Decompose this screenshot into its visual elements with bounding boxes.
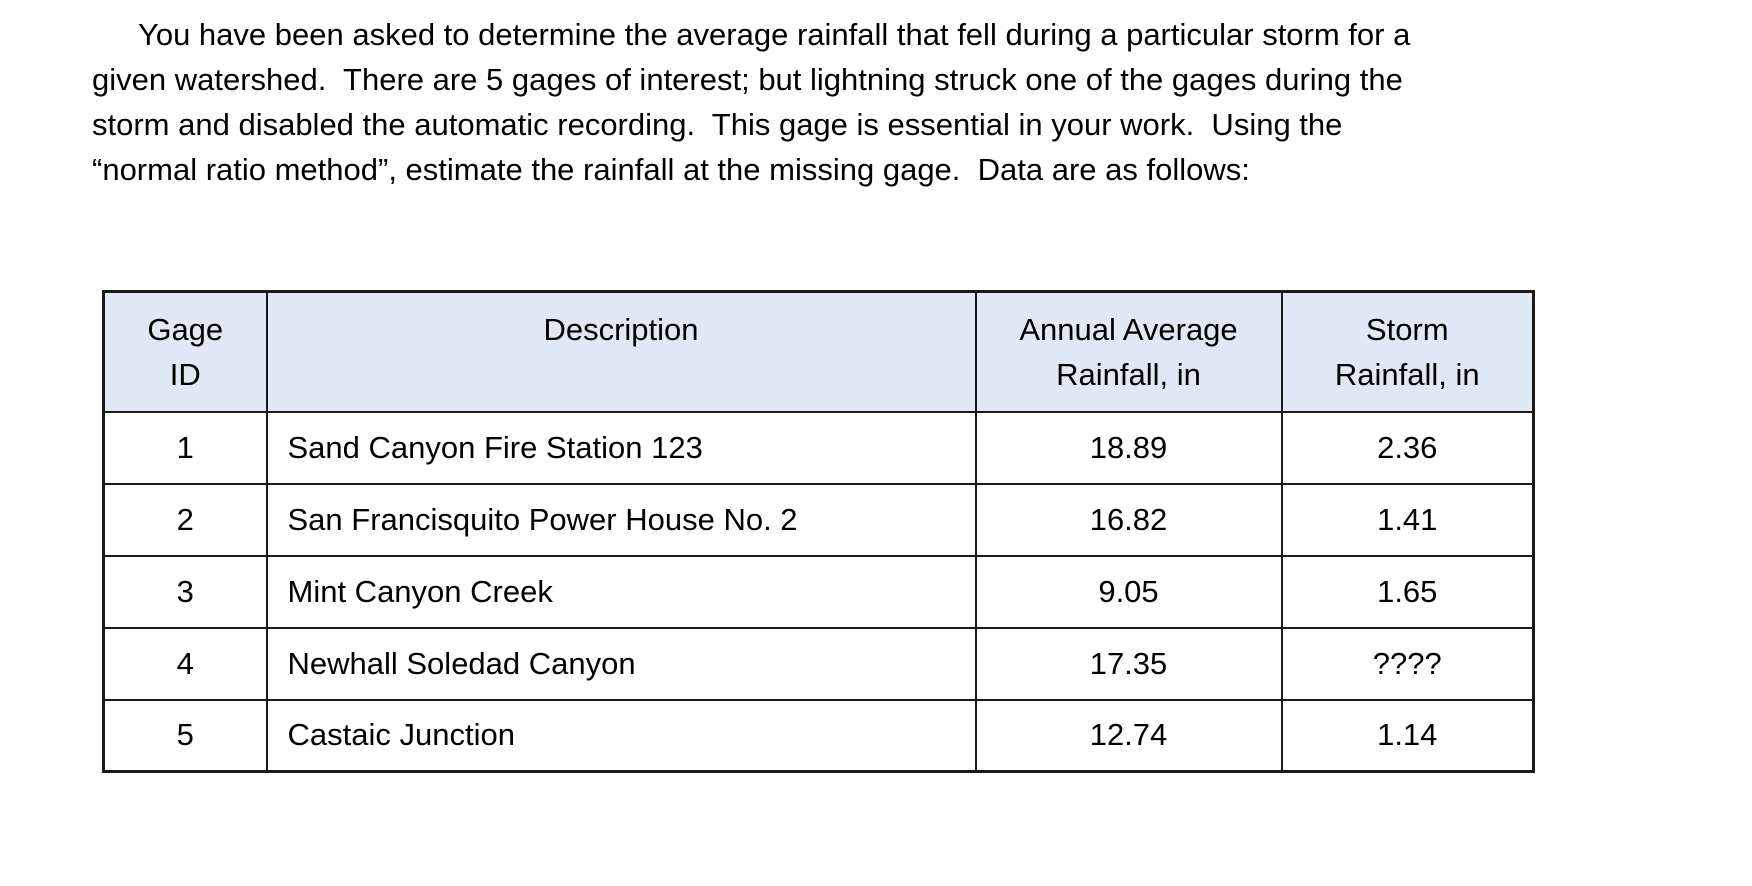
column-header-description: Description: [265, 290, 977, 413]
annual-average-cell: 9.05: [974, 554, 1283, 629]
storm-rainfall-cell: 2.36: [1280, 410, 1535, 485]
storm-rainfall-cell: 1.14: [1280, 698, 1535, 773]
header-line: Description: [543, 312, 699, 347]
header-line: Annual Average: [1019, 312, 1238, 347]
annual-average-cell: 12.74: [974, 698, 1283, 773]
gage-id-cell: 3: [102, 554, 268, 629]
header-line: Gage: [147, 312, 224, 347]
column-header-storm-rainfall: Storm Rainfall, in: [1280, 290, 1535, 413]
column-header-annual-average-rainfall: Annual Average Rainfall, in: [974, 290, 1283, 413]
storm-rainfall-cell: 1.41: [1280, 482, 1535, 557]
table-row: 1 Sand Canyon Fire Station 123 18.89 2.3…: [102, 410, 1535, 485]
gage-id-cell: 2: [102, 482, 268, 557]
paragraph-line: “normal ratio method”, estimate the rain…: [92, 152, 1250, 187]
annual-average-cell: 18.89: [974, 410, 1283, 485]
description-cell: Castaic Junction: [265, 698, 977, 773]
description-cell: Sand Canyon Fire Station 123: [265, 410, 977, 485]
table-row: 2 San Francisquito Power House No. 2 16.…: [102, 482, 1535, 557]
problem-statement: You have been asked to determine the ave…: [92, 12, 1752, 192]
gage-id-cell: 5: [102, 698, 268, 773]
table-row: 3 Mint Canyon Creek 9.05 1.65: [102, 554, 1535, 629]
annual-average-cell: 16.82: [974, 482, 1283, 557]
table-header-row: Gage ID Description Annual Average Rainf…: [102, 290, 1535, 413]
gage-id-cell: 1: [102, 410, 268, 485]
header-line: Storm: [1365, 312, 1449, 347]
rainfall-data-table: Gage ID Description Annual Average Rainf…: [102, 290, 1535, 773]
header-line: Rainfall, in: [1056, 357, 1201, 392]
paragraph-line: You have been asked to determine the ave…: [138, 17, 1411, 52]
description-cell: Mint Canyon Creek: [265, 554, 977, 629]
column-header-gage-id: Gage ID: [102, 290, 268, 413]
table-row: 4 Newhall Soledad Canyon 17.35 ????: [102, 626, 1535, 701]
header-line: Rainfall, in: [1334, 357, 1480, 392]
paragraph-line: storm and disabled the automatic recordi…: [92, 107, 1343, 142]
storm-rainfall-cell: ????: [1280, 626, 1535, 701]
annual-average-cell: 17.35: [974, 626, 1283, 701]
description-cell: San Francisquito Power House No. 2: [265, 482, 977, 557]
storm-rainfall-cell: 1.65: [1280, 554, 1535, 629]
table-row: 5 Castaic Junction 12.74 1.14: [102, 698, 1535, 773]
description-cell: Newhall Soledad Canyon: [265, 626, 977, 701]
gage-id-cell: 4: [102, 626, 268, 701]
paragraph-line: given watershed. There are 5 gages of in…: [92, 62, 1403, 97]
header-line: ID: [169, 357, 201, 392]
